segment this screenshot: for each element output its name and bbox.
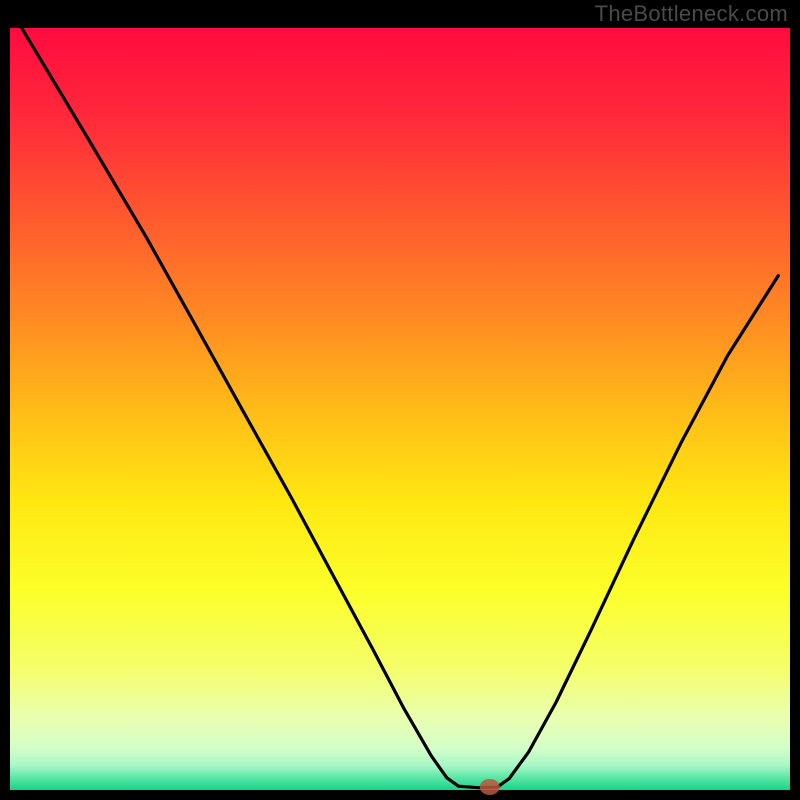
plot-area [10,28,790,790]
chart-frame: TheBottleneck.com [0,0,800,800]
optimum-marker [480,779,500,795]
bottleneck-chart [0,0,800,800]
watermark-text: TheBottleneck.com [595,0,788,27]
